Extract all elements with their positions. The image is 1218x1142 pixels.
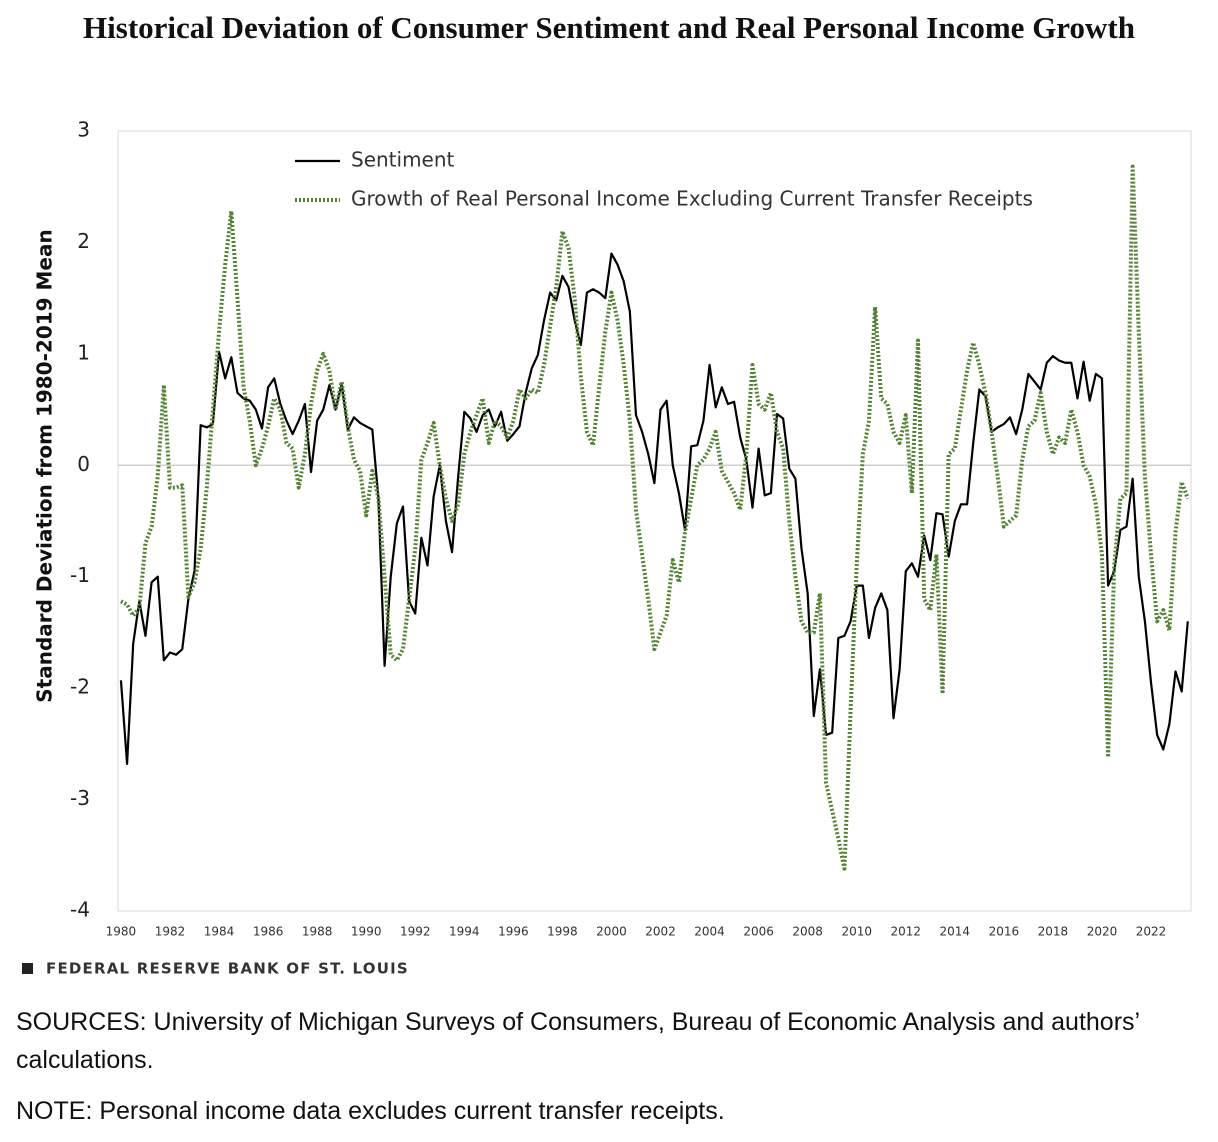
brand-square <box>22 963 33 974</box>
x-tick-label: 1988 <box>302 925 333 939</box>
x-tick-label: 1992 <box>400 925 431 939</box>
x-tick-label: 2004 <box>694 925 725 939</box>
y-tick-label: -1 <box>70 563 90 587</box>
sources: SOURCES: University of Michigan Surveys … <box>16 1008 1140 1074</box>
x-tick-label: 1984 <box>204 925 235 939</box>
x-tick-label: 1994 <box>449 925 480 939</box>
y-axis-label: Standard Deviation from 1980-2019 Mean <box>33 229 57 702</box>
y-tick-label: 2 <box>77 229 90 253</box>
x-tick-label: 2018 <box>1038 925 1069 939</box>
x-tick-label: 1986 <box>253 925 284 939</box>
x-tick-label: 2010 <box>841 925 872 939</box>
series-line <box>119 252 1189 766</box>
legend-label: Sentiment <box>351 148 455 172</box>
y-tick-label: -3 <box>70 786 90 810</box>
brand-text: FEDERAL RESERVE BANK OF ST. LOUIS <box>46 960 409 978</box>
x-tick-label: 1998 <box>547 925 578 939</box>
x-tick-label: 2020 <box>1087 925 1118 939</box>
y-tick-label: -4 <box>70 898 90 922</box>
x-tick-label: 1980 <box>106 925 137 939</box>
plot-frame <box>117 130 1192 912</box>
x-tick-label: 2002 <box>645 925 676 939</box>
x-tick-label: 2008 <box>792 925 823 939</box>
x-tick-label: 1990 <box>351 925 382 939</box>
x-tick-label: 2000 <box>596 925 627 939</box>
x-tick-label: 2014 <box>940 925 971 939</box>
x-tick-label: 2006 <box>743 925 774 939</box>
y-tick-label: 1 <box>77 340 90 364</box>
x-tick-label: 1982 <box>155 925 186 939</box>
legend-label: Growth of Real Personal Income Excluding… <box>351 187 1033 211</box>
note: NOTE: Personal income data excludes curr… <box>16 1097 725 1125</box>
chart-title: Historical Deviation of Consumer Sentime… <box>83 10 1135 45</box>
y-tick-label: -2 <box>70 675 90 699</box>
chart: Standard Deviation from 1980-2019 Mean F… <box>22 118 1192 978</box>
y-tick-label: 3 <box>77 118 90 142</box>
y-tick-label: 0 <box>77 452 90 476</box>
x-tick-label: 2022 <box>1136 925 1167 939</box>
x-tick-label: 2012 <box>890 925 921 939</box>
series-line <box>119 164 1190 871</box>
x-tick-label: 1996 <box>498 925 529 939</box>
x-tick-label: 2016 <box>989 925 1020 939</box>
